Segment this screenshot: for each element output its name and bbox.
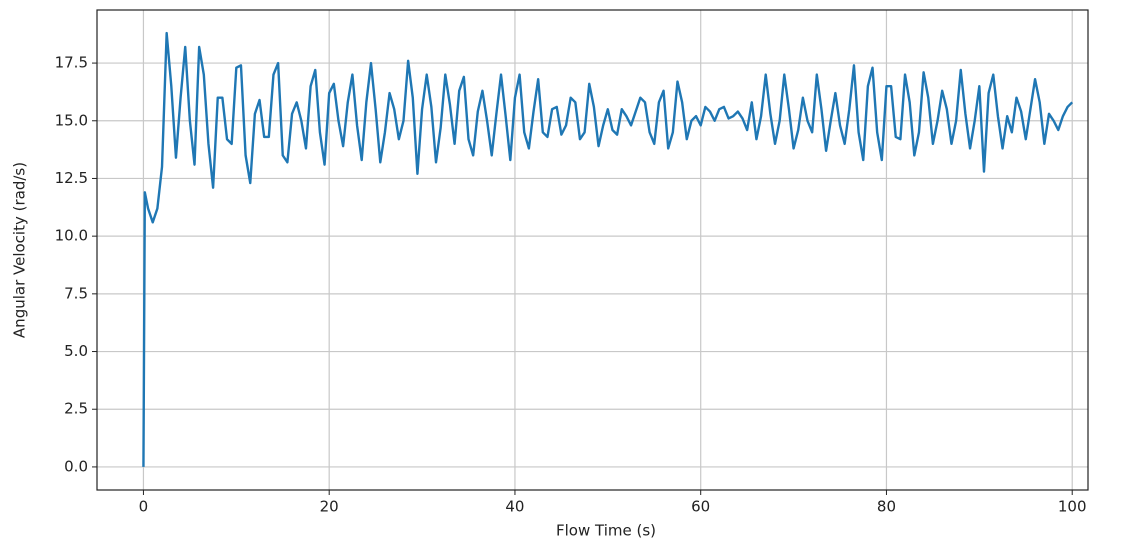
y-axis-label: Angular Velocity (rad/s) xyxy=(11,162,29,338)
x-tick-label: 80 xyxy=(877,498,896,516)
x-tick-label: 100 xyxy=(1058,498,1087,516)
x-axis-label: Flow Time (s) xyxy=(556,522,656,540)
y-tick-label: 5.0 xyxy=(64,342,88,360)
x-tick-label: 20 xyxy=(320,498,339,516)
y-tick-label: 15.0 xyxy=(55,111,88,129)
y-tick-label: 7.5 xyxy=(64,284,88,302)
x-tick-label: 0 xyxy=(139,498,149,516)
y-tick-label: 17.5 xyxy=(55,54,88,72)
y-tick-label: 12.5 xyxy=(55,169,88,187)
plot-frame xyxy=(96,9,1089,491)
data-line xyxy=(142,31,1074,467)
x-tick-label: 60 xyxy=(691,498,710,516)
x-tick-label: 40 xyxy=(505,498,524,516)
y-tick-label: 0.0 xyxy=(64,457,88,475)
y-tick-label: 10.0 xyxy=(55,227,88,245)
y-tick-label: 2.5 xyxy=(64,400,88,418)
